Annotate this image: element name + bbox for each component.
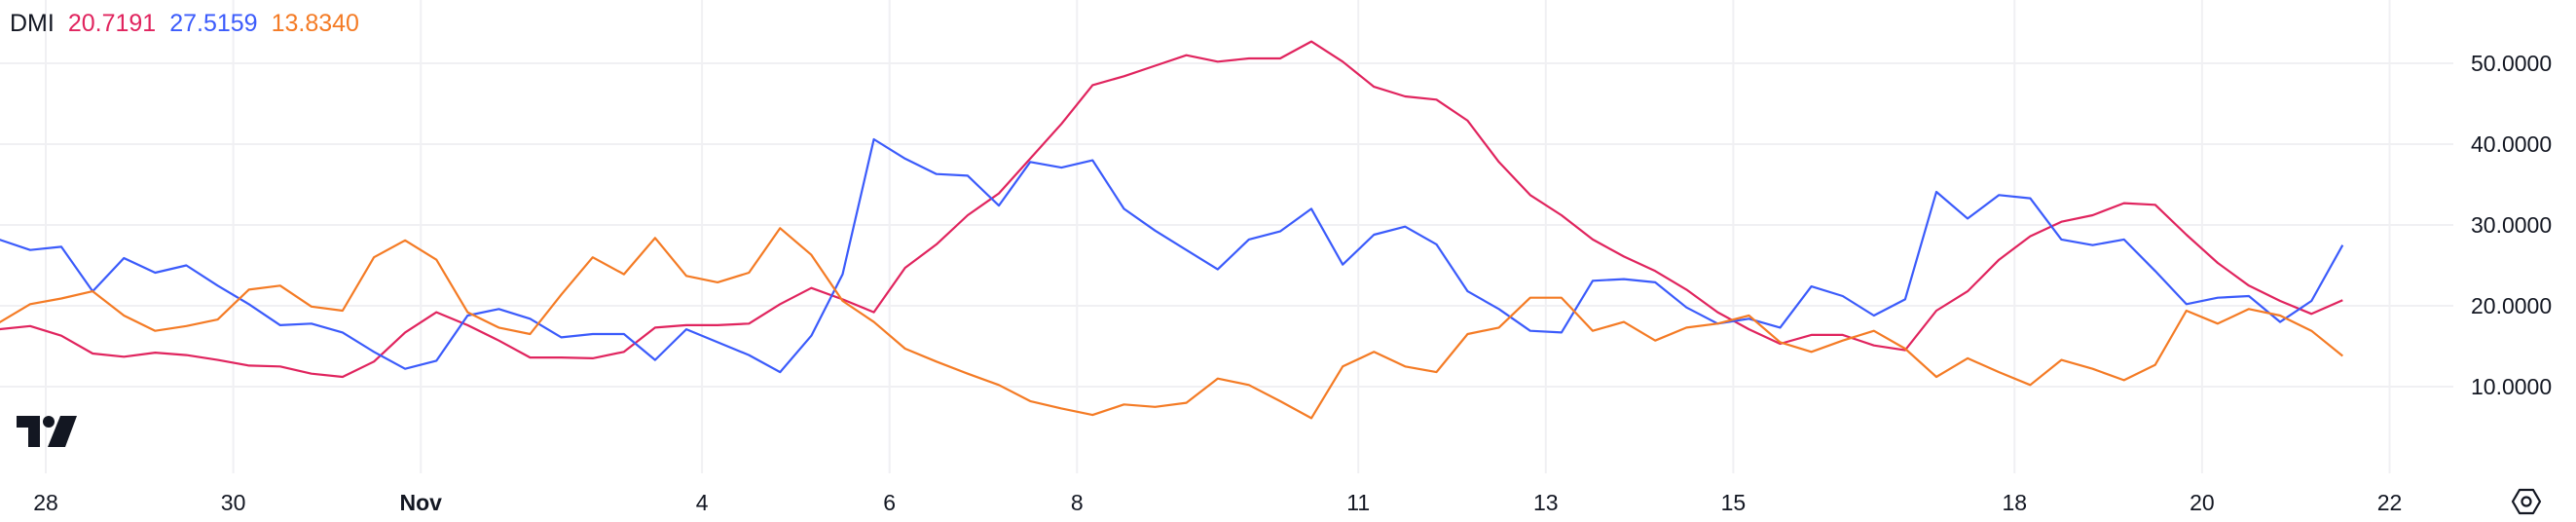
minus-di-value: 27.5159 — [169, 10, 258, 37]
y-tick-label: 10.0000 — [2471, 374, 2552, 399]
x-axis: 28 30 Nov 4 6 8 11 13 15 18 20 22 — [33, 490, 2402, 515]
x-tick-label: 15 — [1721, 490, 1747, 515]
x-tick-label: 18 — [2003, 490, 2028, 515]
x-tick-label: 8 — [1071, 490, 1084, 515]
x-tick-label: 22 — [2377, 490, 2403, 515]
x-tick-label: 11 — [1346, 490, 1370, 515]
plus-di-line — [0, 40, 2343, 379]
plus-di-value: 20.7191 — [67, 10, 157, 37]
x-tick-label: 20 — [2190, 490, 2215, 515]
y-tick-label: 30.0000 — [2471, 212, 2552, 238]
grid — [0, 0, 2453, 473]
adx-line — [0, 227, 2343, 420]
x-tick-label: 30 — [221, 490, 246, 515]
x-tick-label: 28 — [33, 490, 58, 515]
tradingview-logo[interactable] — [17, 416, 77, 447]
x-tick-label: Nov — [399, 490, 442, 515]
series-lines — [0, 40, 2344, 420]
y-tick-label: 40.0000 — [2471, 131, 2552, 157]
indicator-title: DMI — [10, 10, 55, 37]
settings-hexagon-icon[interactable] — [2510, 485, 2543, 518]
indicator-legend[interactable]: DMI 20.7191 27.5159 13.8340 — [10, 10, 359, 38]
y-tick-label: 50.0000 — [2471, 51, 2552, 76]
y-axis[interactable]: 50.0000 40.0000 30.0000 20.0000 10.0000 — [2471, 51, 2552, 399]
adx-value: 13.8340 — [271, 10, 359, 37]
x-tick-label: 4 — [696, 490, 709, 515]
y-tick-label: 20.0000 — [2471, 293, 2552, 318]
x-tick-label: 13 — [1533, 490, 1559, 515]
minus-di-line — [0, 137, 2344, 374]
x-tick-label: 6 — [883, 490, 896, 515]
